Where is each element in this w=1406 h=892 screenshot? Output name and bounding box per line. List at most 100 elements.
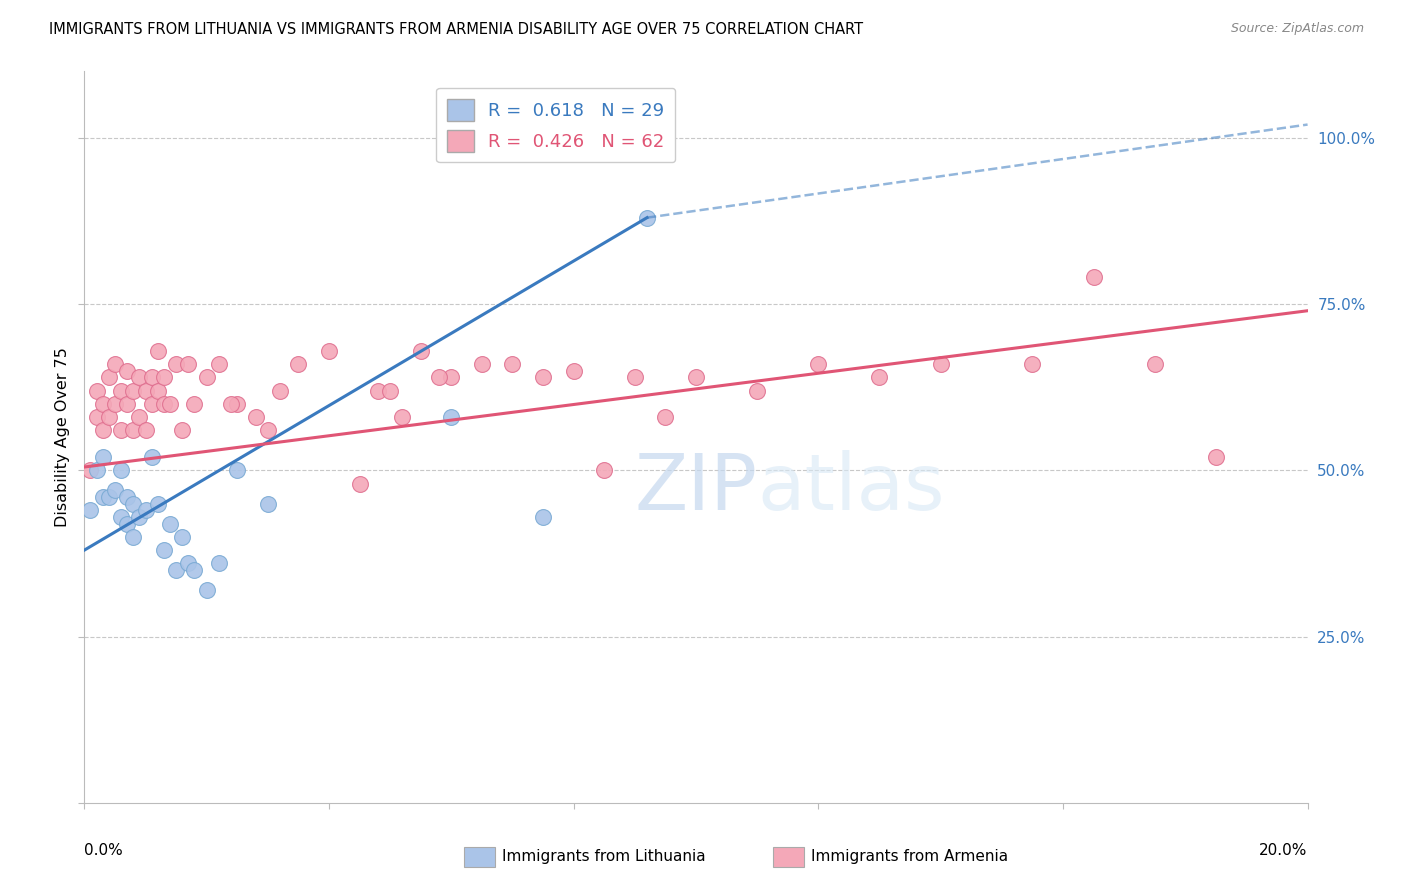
Point xyxy=(104,397,127,411)
Point xyxy=(685,370,707,384)
Point xyxy=(91,397,114,411)
Point xyxy=(1021,357,1043,371)
Text: 0.0%: 0.0% xyxy=(84,843,124,858)
Point xyxy=(1083,270,1105,285)
Point xyxy=(183,563,205,577)
Point xyxy=(208,357,231,371)
Point xyxy=(177,557,200,571)
Point xyxy=(91,450,114,464)
Point xyxy=(79,503,101,517)
Point xyxy=(159,516,181,531)
Point xyxy=(624,370,647,384)
Point xyxy=(146,343,169,358)
Point xyxy=(135,384,157,398)
Point xyxy=(122,424,145,438)
Point xyxy=(636,211,658,225)
Point xyxy=(165,357,187,371)
Point xyxy=(245,410,267,425)
Point xyxy=(146,497,169,511)
Text: 20.0%: 20.0% xyxy=(1260,843,1308,858)
Point xyxy=(318,343,340,358)
Point xyxy=(380,384,402,398)
Point xyxy=(440,410,463,425)
Point xyxy=(654,410,676,425)
Point xyxy=(104,357,127,371)
Point xyxy=(110,463,132,477)
Point xyxy=(110,384,132,398)
Point xyxy=(115,363,138,377)
Point xyxy=(502,357,524,371)
Point xyxy=(929,357,952,371)
Point xyxy=(1205,450,1227,464)
Point xyxy=(128,410,150,425)
Point xyxy=(219,397,242,411)
Point xyxy=(86,410,108,425)
Point xyxy=(349,476,371,491)
Point xyxy=(226,463,249,477)
Text: IMMIGRANTS FROM LITHUANIA VS IMMIGRANTS FROM ARMENIA DISABILITY AGE OVER 75 CORR: IMMIGRANTS FROM LITHUANIA VS IMMIGRANTS … xyxy=(49,22,863,37)
Point xyxy=(172,530,194,544)
Point xyxy=(97,410,120,425)
Point xyxy=(86,384,108,398)
Point xyxy=(110,509,132,524)
Point xyxy=(807,357,830,371)
Point xyxy=(471,357,494,371)
Y-axis label: Disability Age Over 75: Disability Age Over 75 xyxy=(55,347,70,527)
Point xyxy=(110,424,132,438)
Point xyxy=(153,370,176,384)
Point xyxy=(97,490,120,504)
Point xyxy=(562,363,585,377)
Point xyxy=(391,410,413,425)
Point xyxy=(409,343,432,358)
Point xyxy=(115,516,138,531)
Point xyxy=(287,357,309,371)
Point xyxy=(869,370,891,384)
Point xyxy=(747,384,769,398)
Point xyxy=(141,450,163,464)
Point xyxy=(146,384,169,398)
Text: Immigrants from Lithuania: Immigrants from Lithuania xyxy=(502,849,706,863)
Point xyxy=(128,509,150,524)
Point xyxy=(128,370,150,384)
Point xyxy=(367,384,389,398)
Point xyxy=(135,503,157,517)
Point xyxy=(141,370,163,384)
Point xyxy=(86,463,108,477)
Point xyxy=(1143,357,1166,371)
Text: ZIP: ZIP xyxy=(634,450,758,526)
Text: Immigrants from Armenia: Immigrants from Armenia xyxy=(811,849,1008,863)
Point xyxy=(269,384,291,398)
Point xyxy=(122,384,145,398)
Point xyxy=(440,370,463,384)
Point xyxy=(165,563,187,577)
Point xyxy=(135,424,157,438)
Point xyxy=(183,397,205,411)
Point xyxy=(593,463,616,477)
Point xyxy=(172,424,194,438)
Point xyxy=(208,557,231,571)
Text: Source: ZipAtlas.com: Source: ZipAtlas.com xyxy=(1230,22,1364,36)
Point xyxy=(104,483,127,498)
Legend: R =  0.618   N = 29, R =  0.426   N = 62: R = 0.618 N = 29, R = 0.426 N = 62 xyxy=(436,87,675,162)
Point xyxy=(226,397,249,411)
Point xyxy=(427,370,450,384)
Point xyxy=(159,397,181,411)
Point xyxy=(153,397,176,411)
Point xyxy=(122,530,145,544)
Point xyxy=(97,370,120,384)
Point xyxy=(257,424,280,438)
Text: atlas: atlas xyxy=(758,450,945,526)
Point xyxy=(153,543,176,558)
Point xyxy=(122,497,145,511)
Point xyxy=(195,582,218,597)
Point xyxy=(91,490,114,504)
Point xyxy=(91,424,114,438)
Point xyxy=(141,397,163,411)
Point xyxy=(531,370,554,384)
Point xyxy=(115,490,138,504)
Point xyxy=(531,509,554,524)
Point xyxy=(177,357,200,371)
Point xyxy=(79,463,101,477)
Point xyxy=(195,370,218,384)
Point xyxy=(115,397,138,411)
